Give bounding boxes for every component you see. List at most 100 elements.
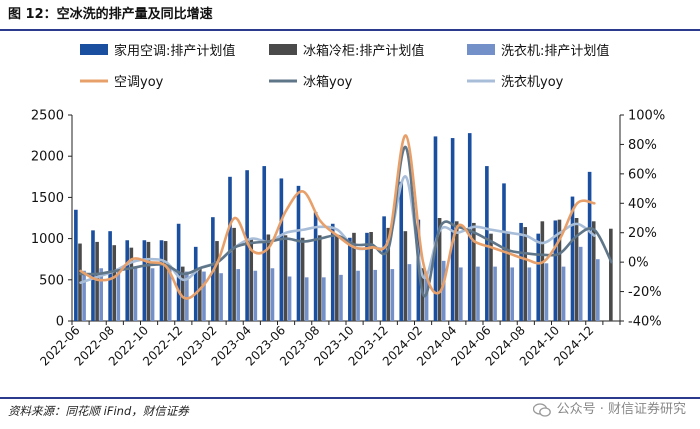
bar-ac	[399, 181, 404, 321]
bar-washer	[99, 268, 104, 321]
bar-washer	[167, 264, 172, 321]
legend-label-ac-yoy: 空调yoy	[114, 75, 164, 90]
bar-fridge	[489, 233, 493, 321]
bar-washer	[322, 277, 326, 321]
y-tick-label-right: 0%	[628, 256, 649, 271]
bar-fridge	[129, 247, 134, 321]
bar-fridge	[386, 227, 391, 321]
bar-washer	[459, 267, 463, 321]
bar-fridge	[249, 238, 254, 321]
legend-swatch-washer	[467, 44, 495, 55]
bar-washer	[202, 271, 206, 321]
bar-ac	[108, 231, 112, 321]
bar-washer	[544, 263, 549, 321]
bar-washer	[424, 271, 429, 321]
bar-ac	[125, 240, 130, 321]
bar-fridge	[232, 227, 236, 321]
bar-fridge	[180, 266, 185, 321]
bar-washer	[287, 276, 292, 321]
bar-ac	[159, 240, 164, 321]
bar-washer	[476, 266, 480, 321]
line-ac-yoy	[79, 134, 596, 300]
chart-lines	[79, 134, 613, 300]
bar-ac	[330, 223, 335, 321]
legend-swatch-fridge	[269, 44, 297, 55]
y-tick-label-left: 0	[56, 315, 64, 330]
chart-legend: 家用空调:排产计划值 冰箱冷柜:排产计划值 洗衣机:排产计划值 空调yoy 冰箱…	[80, 43, 609, 90]
y-tick-label-right: 20%	[628, 226, 657, 241]
bar-ac	[74, 209, 78, 321]
bar-fridge	[523, 227, 528, 321]
watermark-text: 公众号 · 财信证券研究	[556, 402, 686, 417]
bar-washer	[527, 267, 532, 321]
bar-washer	[116, 268, 121, 321]
bar-ac	[142, 240, 147, 321]
bar-fridge	[215, 241, 219, 321]
bar-washer	[373, 269, 378, 321]
y-tick-label-right: 60%	[628, 167, 657, 182]
bar-fridge	[557, 219, 562, 321]
bar-fridge	[266, 234, 271, 321]
bar-fridge	[591, 221, 596, 321]
bar-ac	[279, 178, 284, 321]
y-tick-label-right: -20%	[628, 285, 662, 300]
bar-washer	[219, 273, 223, 321]
legend-label-washer: 洗衣机:排产计划值	[501, 43, 609, 59]
bar-washer	[493, 266, 497, 321]
bar-ac	[485, 166, 489, 321]
y-tick-label-left: 2000	[31, 150, 64, 165]
bar-ac	[348, 237, 352, 321]
bar-fridge	[369, 232, 373, 321]
bar-fridge	[300, 237, 305, 321]
bar-ac	[536, 233, 541, 321]
bar-fridge	[335, 235, 339, 321]
bar-washer	[82, 270, 86, 321]
bar-ac	[382, 216, 386, 321]
bar-washer	[304, 277, 309, 321]
bar-fridge	[112, 245, 117, 321]
legend-label-fridge: 冰箱冷柜:排产计划值	[303, 43, 424, 59]
legend-label-washer-yoy: 洗衣机yoy	[501, 74, 564, 90]
bar-fridge	[454, 221, 459, 321]
legend-swatch-ac	[80, 44, 108, 55]
bar-washer	[561, 266, 566, 321]
figure-title: 图 12：空冰洗的排产量及同比增速	[8, 7, 213, 22]
bar-washer	[133, 268, 138, 321]
bar-ac	[313, 212, 318, 321]
bar-washer	[185, 271, 189, 321]
bar-fridge	[198, 267, 202, 321]
bar-washer	[596, 259, 600, 321]
bar-washer	[270, 268, 275, 321]
watermark: 公众号 · 财信证券研究	[532, 398, 686, 422]
bar-washer	[356, 270, 360, 321]
bar-ac	[91, 230, 95, 321]
y-tick-label-right: -40%	[628, 315, 662, 330]
bar-fridge	[283, 235, 288, 321]
bar-ac	[365, 232, 369, 321]
bar-washer	[253, 270, 258, 321]
bar-ac	[553, 220, 558, 321]
source-rule	[0, 397, 700, 399]
bar-washer	[441, 260, 446, 321]
bar-fridge	[506, 232, 510, 321]
bar-ac	[228, 176, 232, 321]
bar-fridge	[437, 218, 442, 321]
chart-bars	[74, 133, 613, 321]
bar-ac	[570, 196, 575, 321]
bar-washer	[578, 246, 583, 321]
bar-fridge	[540, 221, 545, 321]
line-washer-yoy	[79, 175, 596, 285]
bar-fridge	[95, 241, 99, 321]
bar-fridge	[574, 218, 579, 321]
wechat-icon	[532, 403, 551, 417]
legend-label-ac: 家用空调:排产计划值	[114, 43, 235, 59]
bar-washer	[390, 269, 395, 321]
bar-fridge	[609, 228, 613, 321]
chart-axes: 0 500 1000 1500 2000 2500 -40% -20% 0% 20% 40% 60% 8…	[31, 109, 665, 369]
y-tick-label-right: 100%	[628, 109, 665, 124]
bar-washer	[339, 274, 343, 321]
bar-ac	[450, 138, 455, 321]
bar-fridge	[472, 222, 476, 321]
bar-washer	[407, 264, 412, 321]
